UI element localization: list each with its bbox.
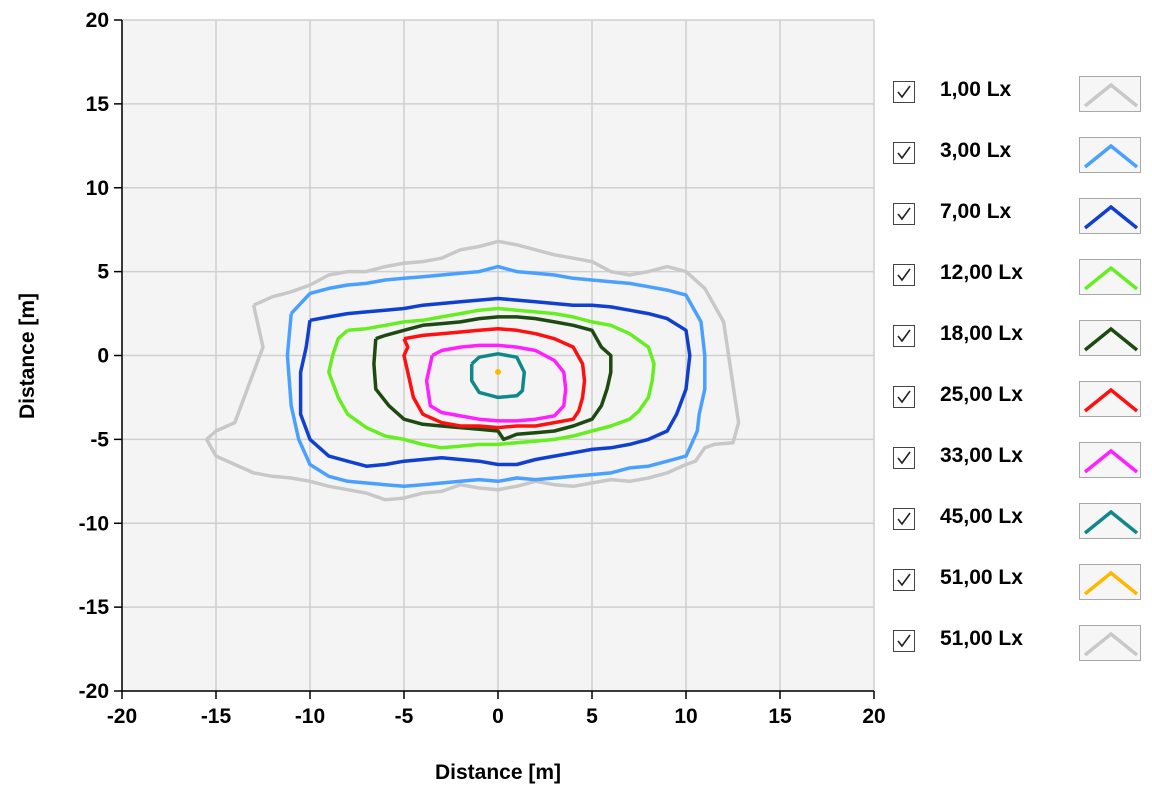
series-line-1: [285, 264, 707, 489]
legend-checkbox[interactable]: [893, 142, 915, 164]
line-style-icon: [1083, 143, 1139, 169]
legend-checkbox[interactable]: [893, 386, 915, 408]
line-style-icon: [1083, 387, 1139, 413]
line-style-icon: [1083, 204, 1139, 230]
checkmark-icon: [897, 390, 911, 404]
legend-swatch[interactable]: [1079, 564, 1141, 600]
checkmark-icon: [897, 634, 911, 648]
y-tick-label: 10: [86, 177, 109, 200]
checkmark-icon: [897, 451, 911, 465]
legend-label: 33,00 Lx: [940, 444, 1023, 467]
line-style-icon: [1083, 631, 1139, 657]
checkmark-icon: [897, 207, 911, 221]
checkmark-icon: [897, 329, 911, 343]
legend-label: 25,00 Lx: [940, 383, 1023, 406]
legend-label: 1,00 Lx: [940, 78, 1012, 101]
legend-item: 18,00 Lx: [893, 320, 1151, 360]
legend-item: 3,00 Lx: [893, 137, 1151, 177]
line-style-icon: [1083, 265, 1139, 291]
y-tick-label: -10: [79, 512, 109, 535]
series-line-4: [372, 315, 613, 442]
line-style-icon: [1083, 570, 1139, 596]
legend-swatch[interactable]: [1079, 137, 1141, 173]
x-tick-label: 20: [862, 705, 885, 728]
legend-swatch[interactable]: [1079, 320, 1141, 356]
legend-swatch[interactable]: [1079, 198, 1141, 234]
legend-swatch[interactable]: [1079, 259, 1141, 295]
legend-item: 1,00 Lx: [893, 76, 1151, 116]
line-style-icon: [1083, 448, 1139, 474]
line-style-icon: [1083, 509, 1139, 535]
legend-item: 33,00 Lx: [893, 442, 1151, 482]
legend-checkbox[interactable]: [893, 447, 915, 469]
y-tick-label: 5: [97, 261, 109, 284]
series-line-7: [469, 352, 527, 400]
checkmark-icon: [897, 268, 911, 282]
y-axis-title: Distance [m]: [16, 293, 39, 419]
series-layer: [204, 239, 741, 502]
legend-label: 45,00 Lx: [940, 505, 1023, 528]
legend-item: 51,00 Lx: [893, 625, 1151, 665]
legend-label: 18,00 Lx: [940, 322, 1023, 345]
legend-swatch[interactable]: [1079, 442, 1141, 478]
legend-checkbox[interactable]: [893, 203, 915, 225]
legend-item: 7,00 Lx: [893, 198, 1151, 238]
legend-label: 12,00 Lx: [940, 261, 1023, 284]
legend-swatch[interactable]: [1079, 76, 1141, 112]
series-line-3: [327, 306, 656, 450]
y-tick-label: -15: [79, 596, 110, 619]
legend-checkbox[interactable]: [893, 81, 915, 103]
legend-checkbox[interactable]: [893, 325, 915, 347]
axes: -20 -15 -10 -5 0 5 10 15 20 20 15 10 5 0 -5 -10 -15 -20: [79, 9, 886, 728]
legend-checkbox[interactable]: [893, 630, 915, 652]
legend-checkbox[interactable]: [893, 569, 915, 591]
x-tick-label: 5: [586, 705, 598, 728]
x-tick-label: 15: [768, 705, 792, 728]
x-tick-label: -5: [395, 705, 414, 728]
legend-label: 51,00 Lx: [940, 627, 1023, 650]
legend-item: 45,00 Lx: [893, 503, 1151, 543]
series-line-2: [298, 296, 692, 468]
x-tick-label: -20: [107, 705, 137, 728]
y-tick-label: -20: [79, 680, 109, 703]
series-line-0: [204, 239, 741, 502]
legend-label: 7,00 Lx: [940, 200, 1012, 223]
series-point-8: [495, 368, 501, 375]
legend-checkbox[interactable]: [893, 264, 915, 286]
legend-swatch[interactable]: [1079, 625, 1141, 661]
x-tick-label: -10: [295, 705, 325, 728]
line-style-icon: [1083, 82, 1139, 108]
checkmark-icon: [897, 573, 911, 587]
series-line-5: [402, 326, 587, 430]
legend-checkbox[interactable]: [893, 508, 915, 530]
y-tick-label: -5: [90, 428, 109, 451]
legend-item: 12,00 Lx: [893, 259, 1151, 299]
legend-swatch[interactable]: [1079, 381, 1141, 417]
checkmark-icon: [897, 146, 911, 160]
x-axis-title: Distance [m]: [435, 761, 561, 784]
checkmark-icon: [897, 512, 911, 526]
legend-swatch[interactable]: [1079, 503, 1141, 539]
legend-label: 3,00 Lx: [940, 139, 1012, 162]
x-tick-label: 0: [492, 705, 504, 728]
y-tick-label: 20: [86, 9, 109, 32]
x-tick-label: -15: [201, 705, 232, 728]
legend-item: 51,00 Lx: [893, 564, 1151, 604]
series-line-6: [424, 343, 568, 423]
checkmark-icon: [897, 85, 911, 99]
legend-item: 25,00 Lx: [893, 381, 1151, 421]
y-tick-label: 0: [97, 345, 109, 368]
x-tick-label: 10: [674, 705, 697, 728]
legend-label: 51,00 Lx: [940, 566, 1023, 589]
line-style-icon: [1083, 326, 1139, 352]
y-tick-label: 15: [86, 93, 110, 116]
